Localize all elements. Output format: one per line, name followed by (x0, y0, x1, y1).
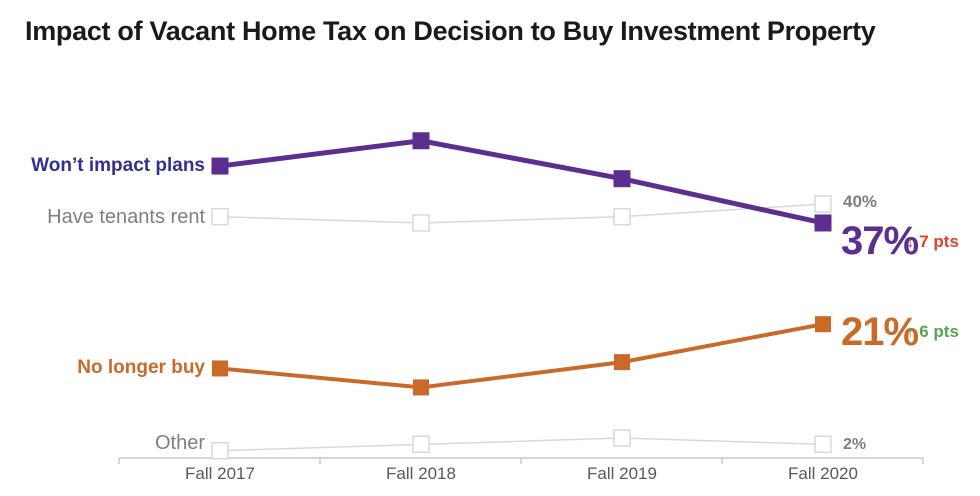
series-line-wont-impact-plans (219, 138, 824, 226)
series-line-have-tenants-rent (219, 203, 824, 224)
page-title: Impact of Vacant Home Tax on Decision to… (25, 16, 876, 46)
end-value-wont-impact-plans: 37% (841, 219, 919, 263)
x-axis-label-fall-2020: Fall 2020 (788, 464, 858, 483)
data-point-marker-no-longer-buy (815, 316, 831, 333)
data-point-marker-have-tenants-rent (412, 214, 430, 232)
x-axis (118, 457, 924, 464)
data-point-marker-wont-impact-plans (412, 132, 430, 150)
series-label-wont-impact-plans: Won’t impact plans (31, 155, 205, 176)
series-label-no-longer-buy: No longer buy (77, 357, 205, 378)
data-point-marker-other (613, 429, 631, 447)
data-point-marker-wont-impact-plans (814, 214, 832, 232)
x-axis-label-fall-2017: Fall 2017 (185, 464, 255, 483)
data-point-marker-other (211, 441, 229, 460)
end-value-no-longer-buy: 21% (841, 310, 919, 354)
x-axis-label-fall-2019: Fall 2019 (587, 464, 657, 483)
data-point-marker-have-tenants-rent (814, 195, 832, 213)
x-axis-label-fall-2018: Fall 2018 (386, 464, 456, 483)
data-point-marker-other (412, 435, 430, 454)
change-label-down-7pts: ↓ 7 pts (906, 232, 959, 251)
data-point-marker-have-tenants-rent (613, 207, 631, 226)
data-point-marker-other (814, 435, 832, 454)
data-point-marker-no-longer-buy (614, 354, 630, 371)
series-label-other: Other (154, 432, 205, 454)
series-line-no-longer-buy (219, 322, 824, 390)
data-point-marker-have-tenants-rent (211, 207, 229, 226)
data-point-marker-no-longer-buy (212, 360, 228, 377)
series-label-have-tenants-rent: Have tenants rent (47, 206, 205, 228)
series-line-other (219, 437, 824, 452)
data-point-marker-no-longer-buy (413, 379, 429, 396)
end-value-have-tenants-rent: 40% (843, 192, 878, 211)
end-value-other: 2% (843, 436, 867, 453)
change-label-up-6pts: ↑ 6 pts (906, 322, 959, 341)
data-point-marker-wont-impact-plans (613, 170, 631, 188)
data-point-marker-wont-impact-plans (211, 157, 229, 175)
